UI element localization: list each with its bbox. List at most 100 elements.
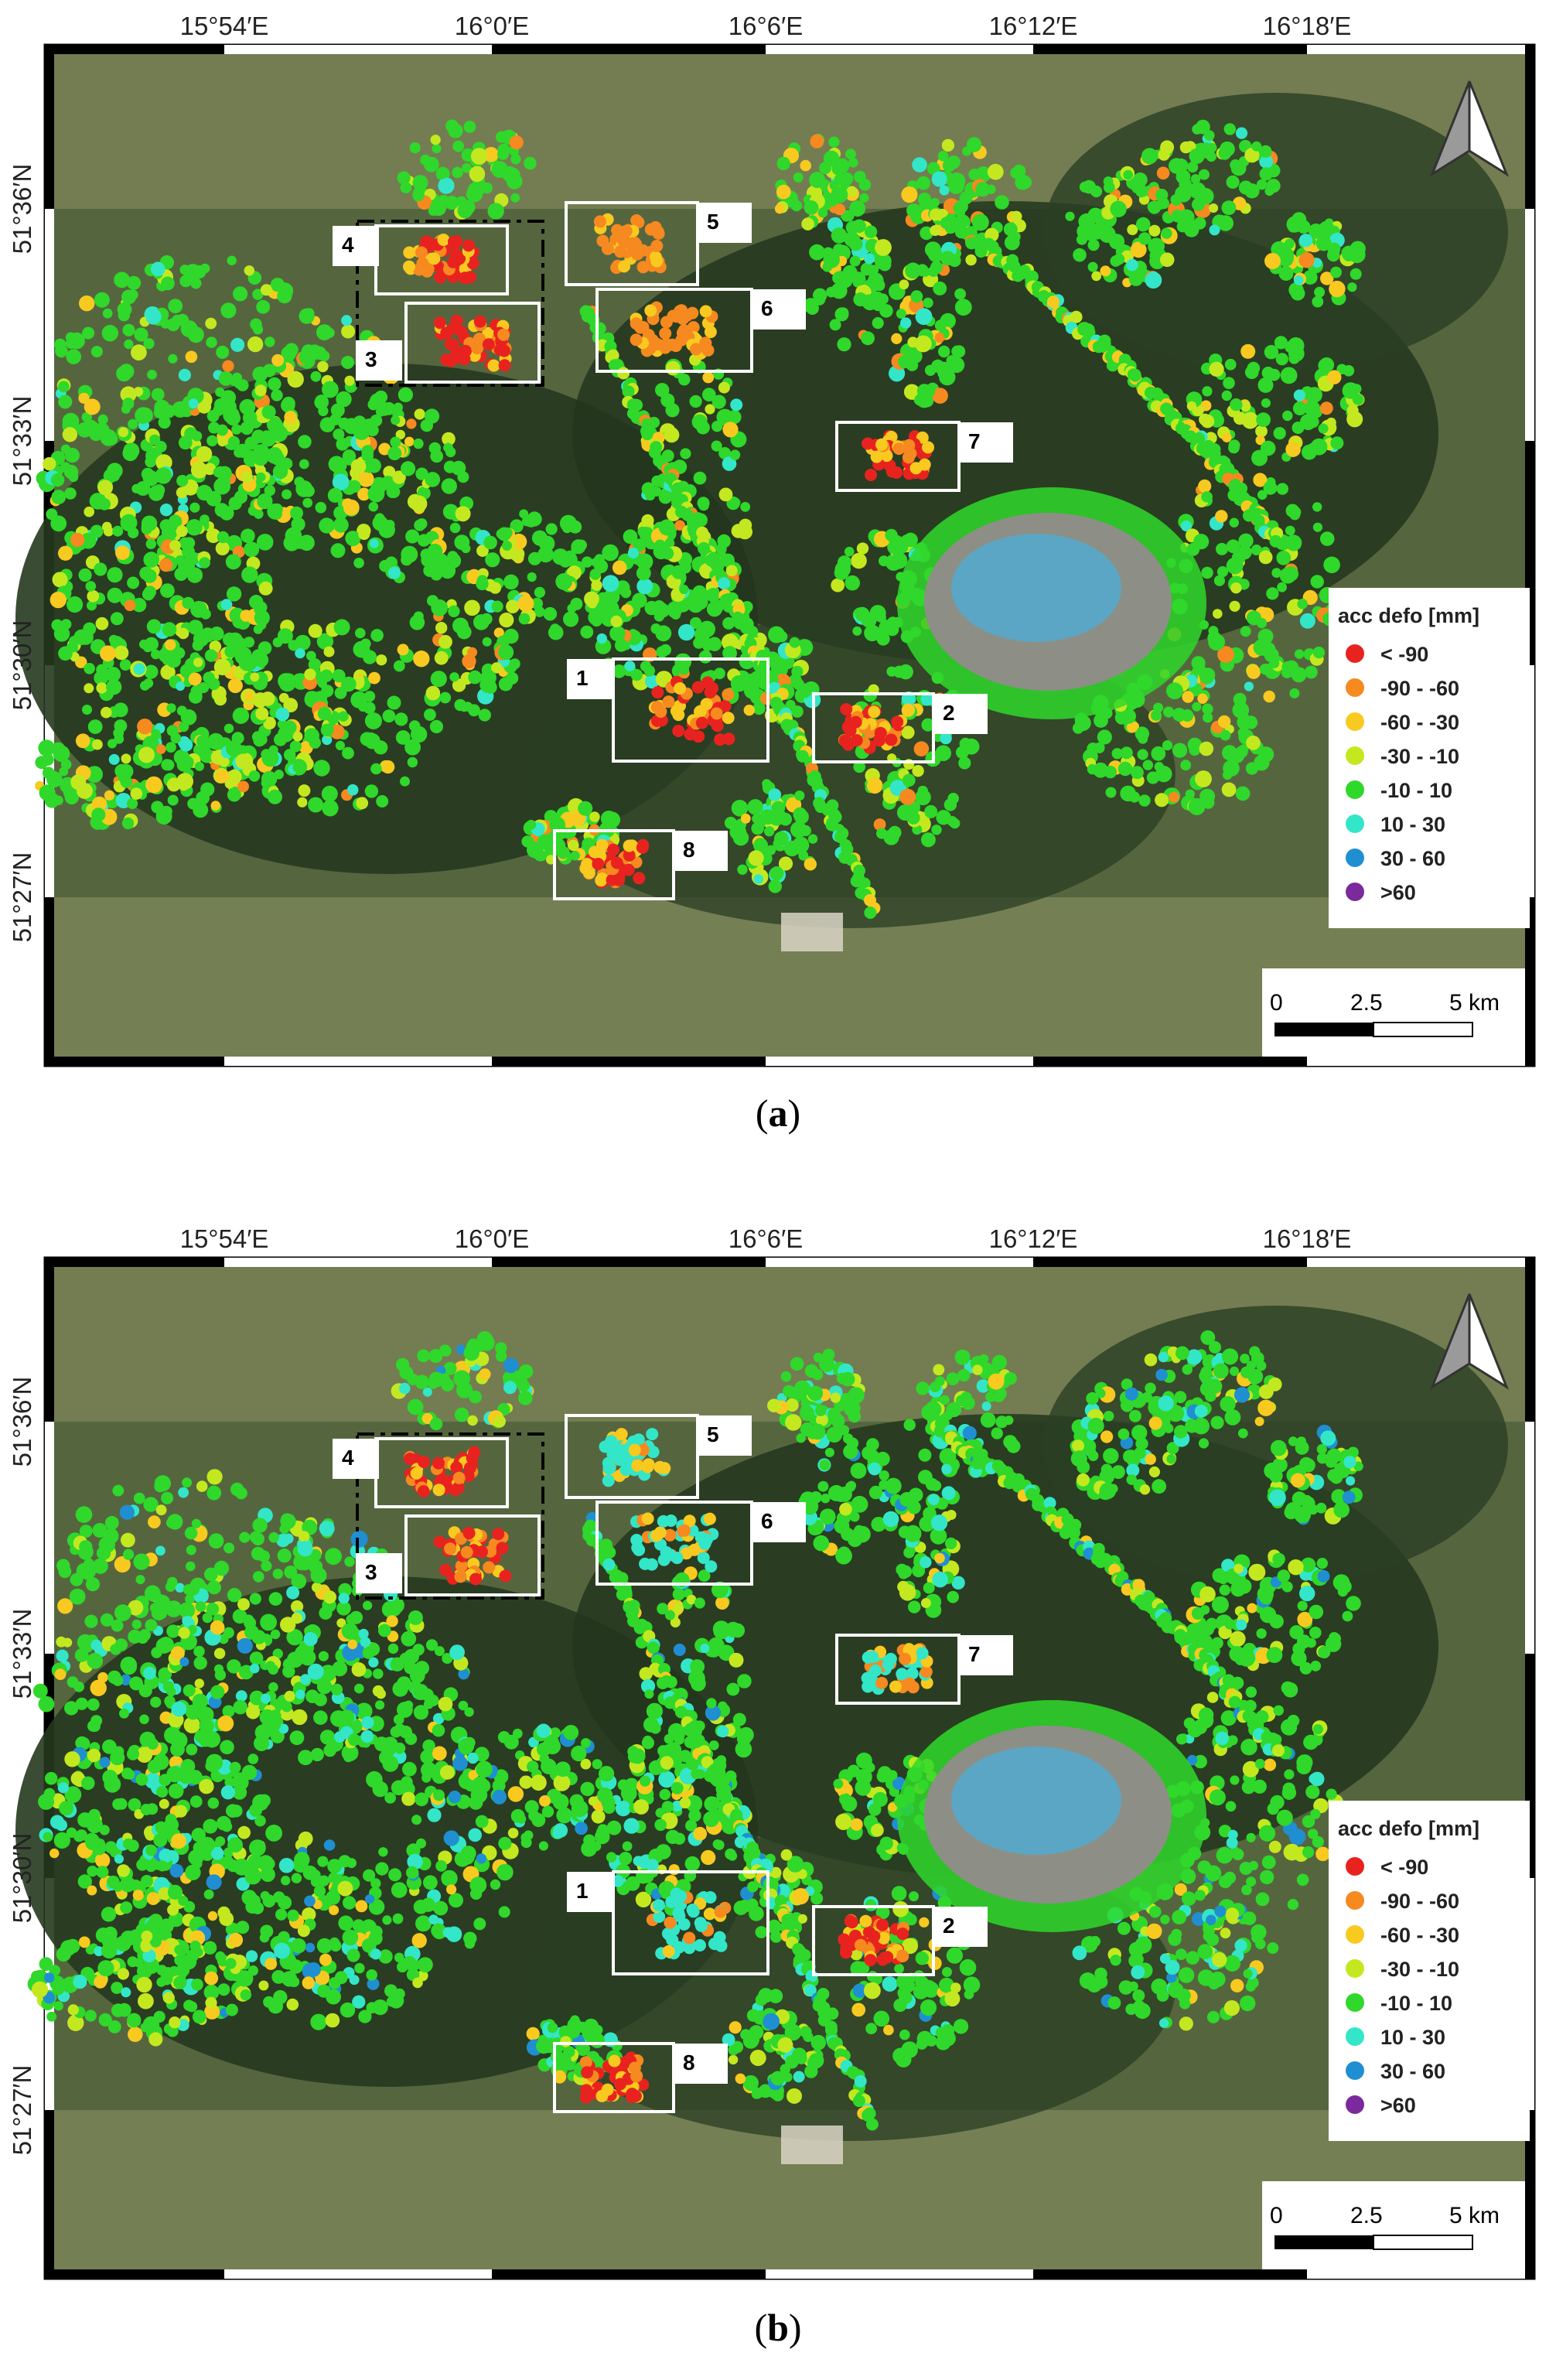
deformation-point-1169 — [543, 606, 558, 621]
deformation-point-1841 — [1235, 127, 1248, 139]
deformation-point-2103 — [1269, 658, 1280, 668]
deformation-point-1329 — [685, 1794, 703, 1812]
deformation-point-981 — [363, 702, 376, 715]
deformation-point-1426 — [729, 449, 741, 460]
legend-swatch-4 — [1346, 780, 1364, 799]
deformation-point-258 — [217, 1715, 234, 1732]
deformation-point-443 — [151, 649, 161, 660]
deformation-point-1046 — [291, 1873, 302, 1883]
deformation-point-859 — [264, 364, 275, 374]
deformation-point-611 — [258, 641, 272, 655]
deformation-point-139 — [260, 284, 272, 296]
deformation-point-1608 — [831, 227, 848, 244]
area-box-6 — [595, 288, 753, 373]
deformation-point-224 — [206, 528, 221, 544]
deformation-point-672 — [53, 2001, 63, 2011]
deformation-point-648 — [39, 1957, 53, 1972]
deformation-point-1479 — [440, 1345, 452, 1357]
deformation-point-170 — [193, 1645, 205, 1658]
deformation-point-117 — [187, 326, 204, 343]
deformation-point-331 — [144, 664, 159, 679]
deformation-point-1928 — [1273, 427, 1286, 440]
deformation-point-1284 — [665, 1829, 681, 1845]
deformation-point-85 — [208, 1533, 224, 1549]
deformation-point-1637 — [938, 345, 950, 358]
deformation-point-1545 — [801, 217, 814, 230]
deformation-point-1713 — [966, 137, 982, 152]
deformation-point-1623 — [903, 384, 920, 400]
deformation-point-1182 — [539, 1753, 550, 1764]
deformation-point-2210 — [1150, 709, 1162, 722]
deformation-point-109 — [90, 346, 103, 358]
deformation-point-1418 — [643, 1717, 659, 1733]
deformation-point-546 — [200, 609, 211, 620]
deformation-point-1192 — [571, 1745, 587, 1762]
deformation-point-1476 — [456, 1381, 473, 1398]
deformation-point-853 — [284, 1566, 298, 1579]
deformation-point-2100 — [1213, 575, 1225, 586]
deformation-point-1386 — [718, 1701, 728, 1711]
lon-label-1: 16°0′E — [455, 12, 529, 40]
deformation-point-298 — [178, 1627, 190, 1639]
deformation-point-300 — [196, 484, 213, 501]
deformation-point-1136 — [481, 670, 494, 683]
deformation-point-731 — [196, 790, 210, 805]
deformation-point-2628 — [626, 398, 640, 411]
deformation-point-947 — [343, 499, 360, 516]
deformation-point-1866 — [1148, 200, 1162, 214]
deformation-point-606 — [87, 1885, 97, 1896]
deformation-point-326 — [63, 1637, 73, 1648]
deformation-point-720 — [91, 808, 106, 822]
deformation-point-924 — [353, 558, 364, 569]
deformation-point-2299 — [899, 788, 916, 805]
deformation-point-854 — [323, 1590, 336, 1604]
deformation-point-311 — [217, 466, 232, 481]
deformation-point-1322 — [652, 601, 668, 618]
deformation-point-27 — [85, 1577, 101, 1592]
deformation-point-2102 — [1230, 582, 1242, 594]
deformation-point-2013 — [1285, 525, 1295, 536]
deformation-point-1114 — [476, 545, 489, 557]
deformation-point-2442 — [845, 575, 860, 591]
deformation-point-71 — [131, 1619, 142, 1630]
deformation-point-1792 — [1161, 227, 1172, 239]
deformation-point-923 — [375, 406, 386, 417]
deformation-point-2771 — [826, 799, 839, 812]
deformation-point-3206 — [630, 214, 643, 227]
scale-bar-black — [1274, 1023, 1373, 1036]
deformation-point-834 — [291, 1612, 302, 1624]
legend-label-2: -60 - -30 — [1380, 711, 1459, 734]
deformation-point-2081 — [1256, 618, 1268, 629]
deformation-point-264 — [67, 1676, 79, 1688]
deformation-point-625 — [111, 1982, 124, 1994]
deformation-point-638 — [121, 1987, 131, 1998]
deformation-point-1055 — [235, 753, 251, 770]
deformation-point-1257 — [623, 1818, 640, 1834]
deformation-point-727 — [179, 722, 189, 732]
deformation-point-324 — [249, 1690, 264, 1706]
deformation-point-1869 — [1196, 119, 1210, 135]
deformation-point-1390 — [725, 565, 738, 577]
deformation-point-1033 — [268, 789, 282, 804]
scale-bar-white — [1373, 1022, 1473, 1037]
deformation-point-2265 — [866, 777, 883, 794]
deformation-point-295 — [75, 1697, 88, 1710]
deformation-point-586 — [219, 1911, 234, 1927]
deformation-point-2849 — [1015, 267, 1028, 280]
deformation-point-1648 — [953, 345, 966, 358]
deformation-point-860 — [441, 478, 457, 494]
deformation-point-154 — [112, 1484, 125, 1497]
deformation-point-3094 — [482, 326, 495, 340]
deformation-point-413 — [142, 569, 157, 583]
deformation-point-1471 — [438, 177, 455, 194]
deformation-point-356 — [131, 597, 147, 613]
deformation-point-1359 — [740, 502, 751, 512]
deformation-point-921 — [401, 554, 413, 566]
deformation-point-1410 — [692, 585, 707, 599]
deformation-point-2011 — [1253, 473, 1268, 487]
deformation-point-589 — [317, 1856, 329, 1867]
deformation-point-1621 — [899, 279, 909, 290]
deformation-point-1522 — [854, 170, 866, 183]
deformation-point-1212 — [606, 1820, 622, 1835]
deformation-point-703 — [237, 1970, 254, 1987]
